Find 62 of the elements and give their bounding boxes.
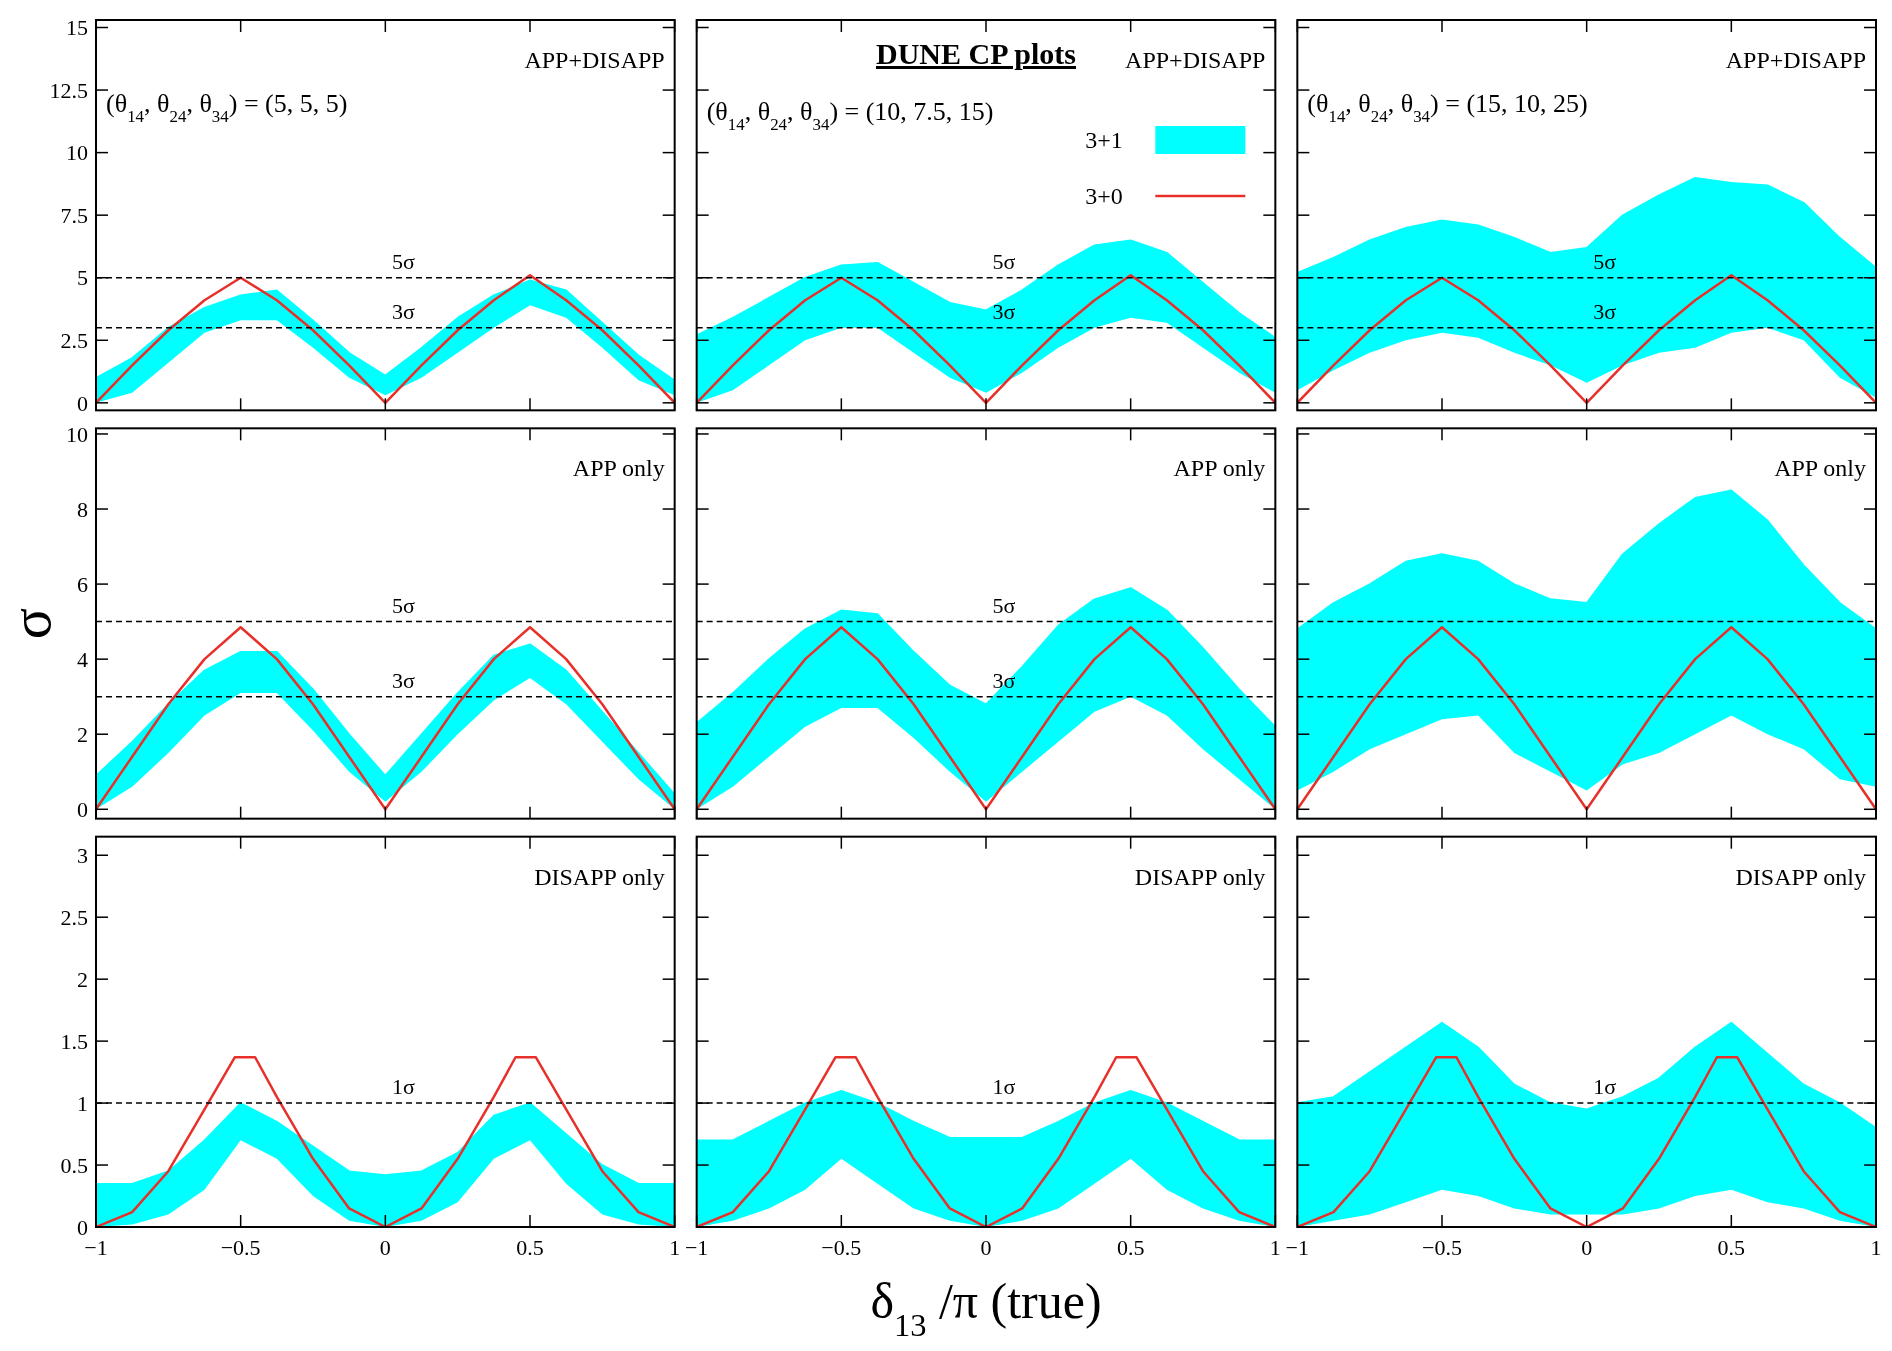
ref-line-label: 5σ bbox=[992, 248, 1016, 274]
x-tick-label: 0 bbox=[1581, 1235, 1593, 1260]
y-axis-title: σ bbox=[0, 607, 63, 640]
y-tick-label: 7.5 bbox=[60, 202, 88, 228]
y-tick-label: 2 bbox=[77, 966, 88, 992]
ref-line-label: 5σ bbox=[391, 592, 415, 618]
y-tick-label: 5 bbox=[77, 265, 88, 291]
x-tick-label: −0.5 bbox=[1422, 1235, 1462, 1260]
ref-line-label: 1σ bbox=[391, 1074, 415, 1100]
annotation: (θ$_{14}$, θ$_{24}$, θ$_{34}$) = (15, 10, 25) bbox=[1307, 89, 1588, 126]
x-tick-label: 0 bbox=[980, 1235, 992, 1260]
x-tick-label: −0.5 bbox=[821, 1235, 862, 1260]
y-tick-label: 6 bbox=[77, 571, 88, 597]
y-tick-label: 3 bbox=[77, 842, 88, 868]
annotation: APP+DISAPP bbox=[524, 47, 665, 73]
annotation: APP only bbox=[1774, 455, 1866, 482]
y-tick-label: 1.5 bbox=[60, 1028, 88, 1054]
ref-line-label: 5σ bbox=[1593, 248, 1617, 274]
annotation: DISAPP only bbox=[1735, 863, 1866, 890]
ref-line-label: 3σ bbox=[1593, 298, 1617, 324]
legend-label: 3+0 bbox=[1085, 183, 1123, 210]
y-tick-label: 2 bbox=[77, 721, 88, 747]
x-tick-label: 0.5 bbox=[1717, 1235, 1746, 1260]
y-tick-label: 12.5 bbox=[49, 77, 88, 103]
x-tick-label: 1 bbox=[1870, 1235, 1882, 1260]
y-tick-label: 10 bbox=[66, 140, 88, 166]
legend-label: 3+1 bbox=[1085, 127, 1123, 154]
x-tick-label: 0 bbox=[379, 1235, 391, 1260]
ref-line-label: 5σ bbox=[391, 248, 415, 274]
annotation: (θ$_{14}$, θ$_{24}$, θ$_{34}$) = (10, 7.5, 15) bbox=[706, 97, 994, 134]
y-tick-label: 1 bbox=[77, 1090, 88, 1116]
ref-line-label: 3σ bbox=[391, 667, 415, 693]
ref-line-label: 3σ bbox=[992, 298, 1016, 324]
x-tick-label: 1 bbox=[1269, 1235, 1281, 1260]
x-tick-label: −1 bbox=[1285, 1235, 1310, 1260]
ref-line-label: 3σ bbox=[391, 298, 415, 324]
x-tick-label: 0.5 bbox=[516, 1235, 544, 1260]
x-tick-label: 1 bbox=[669, 1235, 681, 1260]
ref-line-label: 1σ bbox=[1593, 1074, 1617, 1100]
x-tick-label: −1 bbox=[684, 1235, 709, 1260]
x-axis-title: δ$_{13}$ /π (true) bbox=[870, 1273, 1102, 1343]
y-tick-label: 8 bbox=[77, 496, 88, 522]
y-tick-label: 15 bbox=[66, 15, 88, 41]
y-tick-label: 2.5 bbox=[60, 904, 88, 930]
y-tick-label: 2.5 bbox=[60, 327, 88, 353]
y-tick-label: 10 bbox=[66, 421, 88, 447]
annotation: DISAPP only bbox=[534, 863, 665, 890]
annotation: APP+DISAPP bbox=[1125, 47, 1266, 73]
y-tick-label: 0 bbox=[77, 390, 88, 416]
y-tick-label: 0.5 bbox=[60, 1152, 88, 1178]
ref-line-label: 5σ bbox=[992, 592, 1016, 618]
y-tick-label: 4 bbox=[77, 646, 88, 672]
annotation: APP+DISAPP bbox=[1725, 47, 1866, 73]
annotation: DISAPP only bbox=[1134, 863, 1266, 890]
annotation: (θ$_{14}$, θ$_{24}$, θ$_{34}$) = (5, 5, 5) bbox=[106, 89, 348, 126]
x-tick-label: 0.5 bbox=[1116, 1235, 1145, 1260]
ref-line-label: 1σ bbox=[992, 1074, 1016, 1100]
annotation: APP only bbox=[572, 455, 665, 482]
x-tick-label: −0.5 bbox=[220, 1235, 261, 1260]
y-tick-label: 0 bbox=[77, 796, 88, 822]
annotation: APP only bbox=[1173, 455, 1266, 482]
text: DUNE CP plots bbox=[875, 37, 1077, 70]
